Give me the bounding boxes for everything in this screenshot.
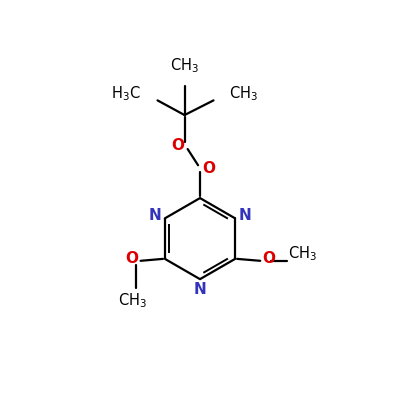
Text: N: N [148,208,161,223]
Text: O: O [171,138,184,153]
Text: CH$_3$: CH$_3$ [229,84,258,103]
Text: O: O [262,251,275,266]
Text: CH$_3$: CH$_3$ [288,244,317,263]
Text: CH$_3$: CH$_3$ [118,291,146,310]
Text: H$_3$C: H$_3$C [110,84,140,103]
Text: N: N [194,282,206,298]
Text: O: O [125,251,138,266]
Text: O: O [202,161,215,176]
Text: N: N [239,208,252,223]
Text: CH$_3$: CH$_3$ [170,56,199,74]
